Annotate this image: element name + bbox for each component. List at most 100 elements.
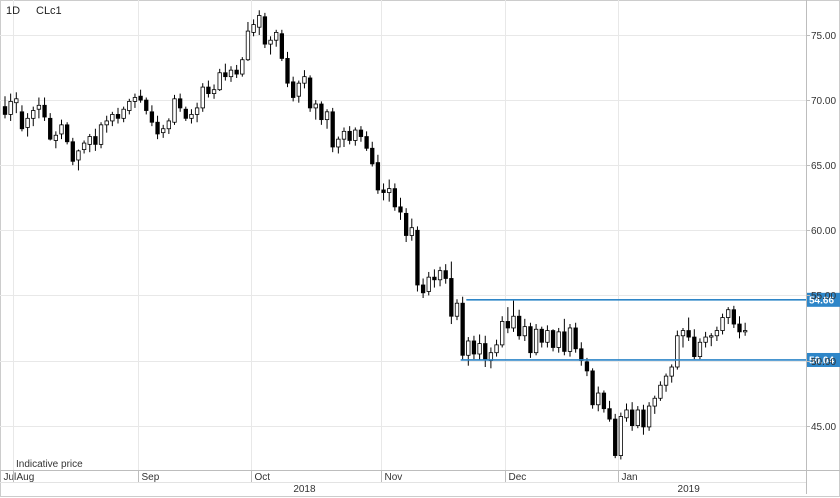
- candle: [279, 29, 285, 62]
- candle-body-down: [528, 326, 533, 354]
- candle: [358, 126, 364, 142]
- interval-label[interactable]: 1D: [6, 5, 20, 17]
- year-label: 2018: [293, 484, 316, 495]
- level-badge: [807, 352, 840, 367]
- candle-body-down: [731, 309, 736, 325]
- candle: [268, 36, 273, 55]
- y-tick-label: 45.00: [811, 422, 836, 433]
- candle-body-up: [127, 101, 132, 111]
- candle-body-up: [545, 330, 550, 343]
- candle: [454, 299, 460, 321]
- candle-body-down: [262, 16, 268, 45]
- candle-body-up: [324, 111, 330, 121]
- candle: [392, 183, 398, 211]
- candle: [409, 218, 414, 241]
- candle-body-up: [189, 114, 194, 119]
- y-tick-label: 65.00: [811, 161, 836, 172]
- candle: [556, 327, 561, 353]
- candle-body-down: [686, 330, 691, 338]
- level-badge: [807, 292, 840, 307]
- candle: [307, 75, 313, 112]
- candle-body-down: [206, 86, 211, 94]
- candle: [87, 133, 92, 153]
- candle-body-down: [149, 111, 155, 123]
- symbol-label[interactable]: CLc1: [36, 5, 62, 17]
- y-tick-label: 50.00: [811, 357, 836, 368]
- candle-body-down: [483, 343, 488, 360]
- candle-body-down: [93, 136, 98, 145]
- x-tick-label: Dec: [509, 472, 527, 483]
- candle-body-down: [471, 340, 477, 355]
- candle: [19, 105, 25, 132]
- candle-body-down: [573, 327, 578, 350]
- candle: [296, 80, 301, 103]
- candle: [387, 179, 392, 202]
- candle: [274, 29, 279, 47]
- candle: [290, 76, 296, 102]
- candle-body-down: [562, 331, 567, 352]
- candle-body-up: [313, 103, 318, 109]
- candle-body-up: [245, 30, 251, 61]
- candle-body-up: [658, 384, 663, 399]
- candle: [579, 342, 584, 366]
- candle-body-down: [460, 302, 465, 356]
- candle: [488, 347, 494, 369]
- candle: [533, 324, 539, 356]
- candle: [545, 325, 550, 348]
- candle: [517, 309, 522, 340]
- candle: [415, 226, 420, 292]
- candle-body-up: [161, 128, 166, 134]
- candle-body-down: [381, 189, 386, 193]
- x-axis: Jul Aug Sep Oct Nov Dec Jan 2018 2019: [0, 470, 700, 495]
- candle: [646, 402, 652, 431]
- candle: [127, 98, 132, 115]
- candle-body-up: [217, 72, 222, 91]
- candle: [211, 84, 217, 99]
- candle-body-down: [285, 58, 290, 84]
- candle-body-down: [70, 141, 75, 162]
- candle: [630, 402, 635, 431]
- candle-body-up: [511, 315, 516, 329]
- candle-body-up: [132, 97, 138, 102]
- candle-body-up: [53, 134, 58, 141]
- candle-body-up: [257, 15, 262, 28]
- candle-body-down: [641, 409, 646, 428]
- candle-body-up: [166, 120, 172, 130]
- candle-body-down: [144, 99, 149, 111]
- candle: [680, 327, 686, 348]
- candle-body-down: [420, 284, 426, 294]
- candle: [217, 68, 222, 91]
- candle: [53, 131, 58, 149]
- candle: [675, 330, 680, 370]
- candle: [183, 106, 188, 121]
- candle: [398, 197, 403, 220]
- y-tick-label: 60.00: [811, 226, 836, 237]
- candle-body-up: [121, 108, 126, 119]
- candle: [652, 395, 657, 414]
- candle: [25, 113, 30, 137]
- candle-body-up: [251, 24, 256, 33]
- candle-body-up: [494, 344, 499, 354]
- candle-body-up: [194, 107, 200, 115]
- candle-body-up: [556, 331, 561, 348]
- candle: [443, 264, 448, 284]
- candle: [432, 269, 437, 288]
- x-tick-label: Jan: [622, 472, 638, 483]
- candle-body-down: [279, 33, 285, 59]
- candle: [364, 131, 369, 151]
- candle: [240, 57, 245, 77]
- candle: [709, 333, 714, 347]
- candle-body-down: [370, 147, 375, 165]
- candle-body-up: [296, 82, 301, 97]
- candle: [81, 140, 87, 154]
- candle-body-up: [596, 392, 601, 406]
- candle-body-up: [302, 76, 307, 84]
- candle: [528, 322, 533, 358]
- candle-body-up: [240, 59, 245, 75]
- candle-body-down: [443, 270, 448, 279]
- candle: [59, 119, 64, 140]
- candle: [381, 183, 386, 201]
- candle: [245, 21, 251, 62]
- candle-body-down: [539, 328, 544, 343]
- candle: [251, 19, 256, 37]
